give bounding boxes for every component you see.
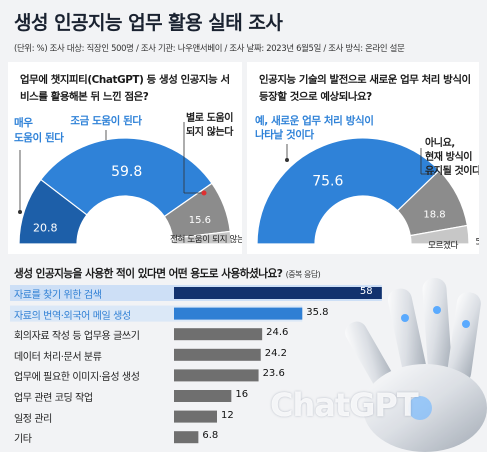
- bar-category-label: 업무 관련 코딩 작업: [14, 393, 93, 404]
- label-new-method-yes: 예, 새로운 업무 처리 방식이 나타날 것이다: [255, 114, 373, 141]
- robot-hand-illustration: [345, 278, 487, 452]
- usage-purpose-section: [0, 258, 487, 452]
- bar-category-label: 일정 관리: [14, 413, 52, 425]
- bar-category-label: 자료를 찾기 위한 검색: [14, 290, 102, 301]
- survey-meta: (단위: %) 조사 대상: 직장인 500명 / 조사 기관: 나우앤서베이 …: [14, 43, 405, 53]
- bar-value-label: 16: [235, 389, 249, 400]
- bar-2: [174, 307, 303, 320]
- bar-category-label: 기타: [14, 434, 32, 446]
- bar-value-label: 6.8: [202, 430, 219, 442]
- gauge-value-1: 75.6: [312, 174, 343, 190]
- gauge-value-1: 20.8: [33, 221, 58, 234]
- bar-value-label: 24.2: [264, 347, 287, 359]
- gauge-value-3: 15.6: [189, 215, 211, 226]
- panel-usage-impression: 업무에 챗지피티(ChatGPT) 등 생성 인공지능 서비스를 활용해본 뒤 …: [8, 62, 242, 254]
- gauge-slice-3: [409, 224, 470, 245]
- bar-1: [174, 287, 382, 299]
- bar-category-label: 업무에 필요한 이미지·음성 생성: [14, 372, 140, 384]
- label-somewhat-helpful: 조금 도움이 된다: [70, 114, 142, 127]
- bar-value-label: 24.6: [266, 327, 289, 339]
- bar-category-label: 회의자료 작성 등 업무용 글쓰기: [14, 331, 140, 343]
- gauge-slice-2: [39, 137, 213, 218]
- page-title: 생성 인공지능 업무 활용 실태 조사: [14, 12, 283, 34]
- bar-4: [174, 348, 261, 361]
- label-dont-know: 모르겠다: [428, 240, 459, 251]
- question-1-title: 업무에 챗지피티(ChatGPT) 등 생성 인공지능 서비스를 활용해본 뒤 …: [20, 74, 230, 103]
- gauge-value-2: 18.8: [423, 210, 445, 221]
- bar-8: [174, 431, 199, 444]
- question-2-title: 인공지능 기술의 발전으로 새로운 업무 처리 방식이 등장할 것으로 예상되나…: [259, 74, 471, 103]
- chatgpt-watermark: ChatGPT: [270, 386, 419, 424]
- question-3-title: 생성 인공지능을 사용한 적이 있다면 어떤 용도로 사용하셨나요? (중복 응…: [14, 266, 321, 281]
- bar-value-label: 58: [359, 286, 373, 297]
- gauge-value-2: 59.8: [111, 164, 142, 180]
- bar-3: [174, 328, 263, 341]
- bar-category-label: 데이터 처리·문서 분류: [14, 351, 102, 363]
- bar-value-label: 12: [221, 409, 234, 421]
- label-very-helpful: 매우 도움이 된다: [14, 116, 64, 144]
- bar-7: [174, 410, 217, 423]
- bar-6: [174, 390, 232, 402]
- bar-value-label: 35.8: [306, 306, 329, 318]
- bar-category-label: 자료의 번역·외국어 메일 생성: [14, 310, 131, 322]
- panel-new-work-methods: 인공지능 기술의 발전으로 새로운 업무 처리 방식이 등장할 것으로 예상되나…: [247, 62, 479, 254]
- label-new-method-no: 아니요, 현재 방식이 유지될 것이다: [425, 136, 479, 177]
- label-not-very-helpful: 별로 도움이 되지 않는다: [186, 111, 234, 138]
- gauge-slice-4: [171, 230, 232, 245]
- gauge-value-3: 5.6: [475, 238, 479, 248]
- bar-value-label: 23.6: [262, 368, 285, 380]
- bar-5: [174, 369, 259, 382]
- gauge-slice-1: [256, 137, 441, 245]
- question-3-text: 생성 인공지능을 사용한 적이 있다면 어떤 용도로 사용하셨나요?: [14, 268, 283, 280]
- label-not-helpful-at-all: 전혀 도움이 되지 않는다: [170, 234, 242, 245]
- question-3-note: (중복 응답): [285, 270, 321, 279]
- bar-chart-usage: [10, 285, 382, 444]
